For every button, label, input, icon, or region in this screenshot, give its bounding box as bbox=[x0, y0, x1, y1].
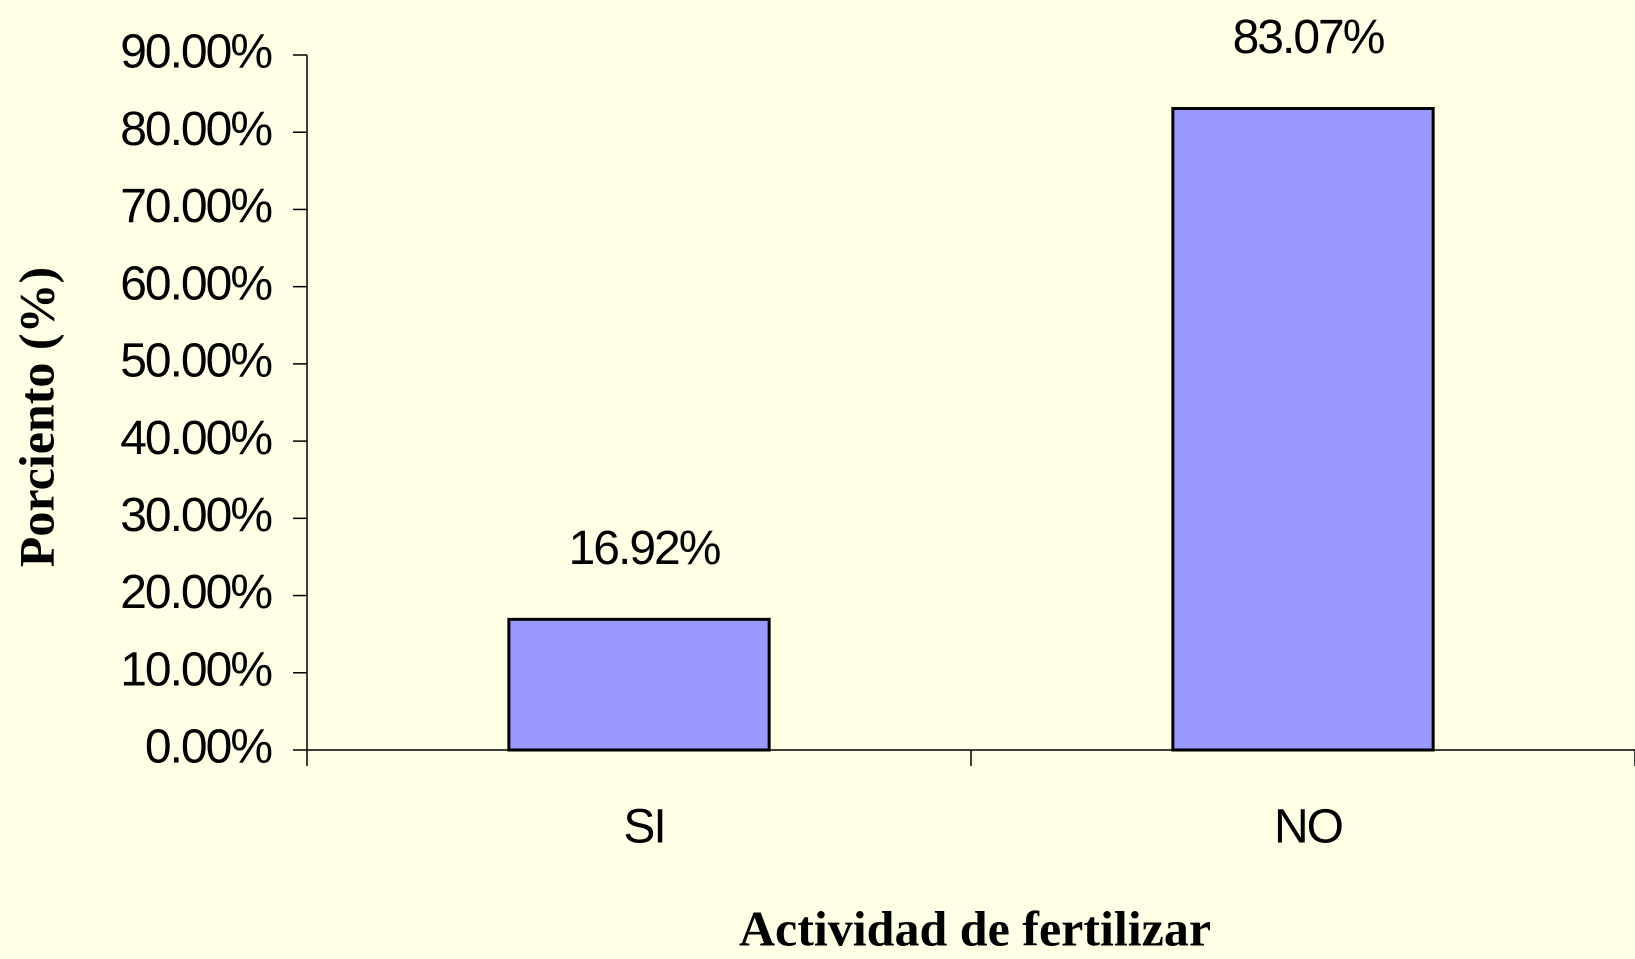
y-tick-label: 10.00% bbox=[120, 643, 271, 696]
x-axis-title: Actividad de fertilizar bbox=[739, 900, 1211, 956]
value-label: 83.07% bbox=[1233, 11, 1384, 64]
y-tick-label: 50.00% bbox=[120, 335, 271, 388]
bar bbox=[1171, 107, 1435, 752]
bar bbox=[507, 617, 771, 752]
y-tick-label: 30.00% bbox=[120, 489, 271, 542]
y-tick-label: 0.00% bbox=[145, 721, 271, 774]
x-tick-label: SI bbox=[623, 801, 664, 854]
y-tick-label: 40.00% bbox=[120, 412, 271, 465]
y-axis-title: Porciento (%) bbox=[8, 267, 64, 567]
x-tick-label: NO bbox=[1274, 801, 1343, 854]
y-tick-label: 20.00% bbox=[120, 566, 271, 619]
y-tick-label: 80.00% bbox=[120, 103, 271, 156]
y-tick-label: 70.00% bbox=[120, 180, 271, 233]
y-tick-label: 60.00% bbox=[120, 257, 271, 310]
value-label: 16.92% bbox=[569, 522, 720, 575]
y-tick-label: 90.00% bbox=[120, 26, 271, 79]
